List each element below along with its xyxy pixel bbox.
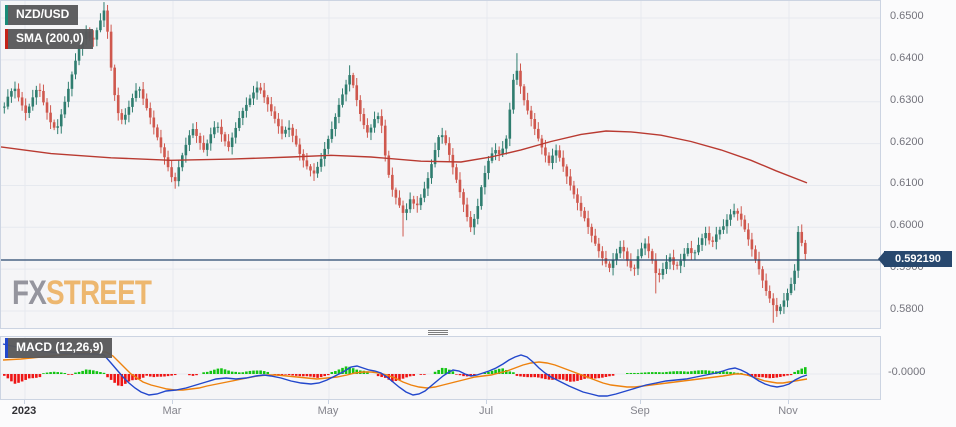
time-axis-tick — [328, 400, 329, 404]
time-axis-tick — [172, 400, 173, 404]
price-axis-label: 0.6300 — [890, 93, 924, 106]
sma-legend-label: SMA (200,0) — [16, 31, 84, 45]
price-axis-label: 0.6500 — [890, 10, 924, 22]
time-axis-tick — [24, 400, 25, 404]
macd-legend[interactable]: MACD (12,26,9) — [5, 338, 113, 358]
symbol-legend-label: NZD/USD — [16, 7, 70, 21]
macd-chart-canvas[interactable] — [1, 337, 880, 399]
price-axis-label: 0.6200 — [890, 135, 924, 148]
symbol-color-bar-icon — [5, 5, 8, 25]
price-axis-label: 0.6400 — [890, 51, 924, 64]
main-chart-panel[interactable] — [0, 0, 881, 329]
macd-axis-label: -0.0000 — [888, 366, 926, 378]
watermark-fx: FX — [12, 274, 47, 312]
macd-panel[interactable] — [0, 336, 881, 400]
fxstreet-watermark: FXSTREET — [12, 274, 152, 313]
price-axis[interactable]: -0.0000 0.6500 0.6400 0.6300 0.6200 0.6100 0.… — [882, 0, 956, 400]
time-axis-label: May — [317, 405, 339, 417]
time-axis-label: Jul — [478, 405, 494, 417]
panel-resize-handle[interactable] — [428, 330, 448, 335]
watermark-street: STREET — [45, 274, 152, 312]
time-axis-label: Nov — [778, 405, 798, 417]
macd-color-bar-icon — [5, 338, 8, 358]
sma-color-bar-icon — [5, 29, 8, 49]
price-axis-label: 0.6100 — [890, 177, 924, 190]
time-axis-tick — [486, 400, 487, 404]
candlestick-chart-canvas[interactable] — [1, 1, 880, 328]
price-axis-label: 0.6000 — [890, 219, 924, 232]
symbol-legend[interactable]: NZD/USD — [5, 5, 79, 25]
sma-legend[interactable]: SMA (200,0) — [5, 29, 93, 49]
price-axis-label: 0.5800 — [890, 303, 924, 316]
last-price-tag: 0.592190 — [878, 251, 952, 267]
time-axis-tick — [788, 400, 789, 404]
time-axis-label: Mar — [162, 405, 182, 417]
time-axis-label: Sep — [630, 405, 650, 417]
macd-legend-label: MACD (12,26,9) — [16, 340, 104, 354]
time-axis-tick — [640, 400, 641, 404]
time-axis[interactable]: 2023 Mar May Jul Sep Nov — [0, 400, 956, 427]
time-axis-label: 2023 — [11, 405, 37, 417]
